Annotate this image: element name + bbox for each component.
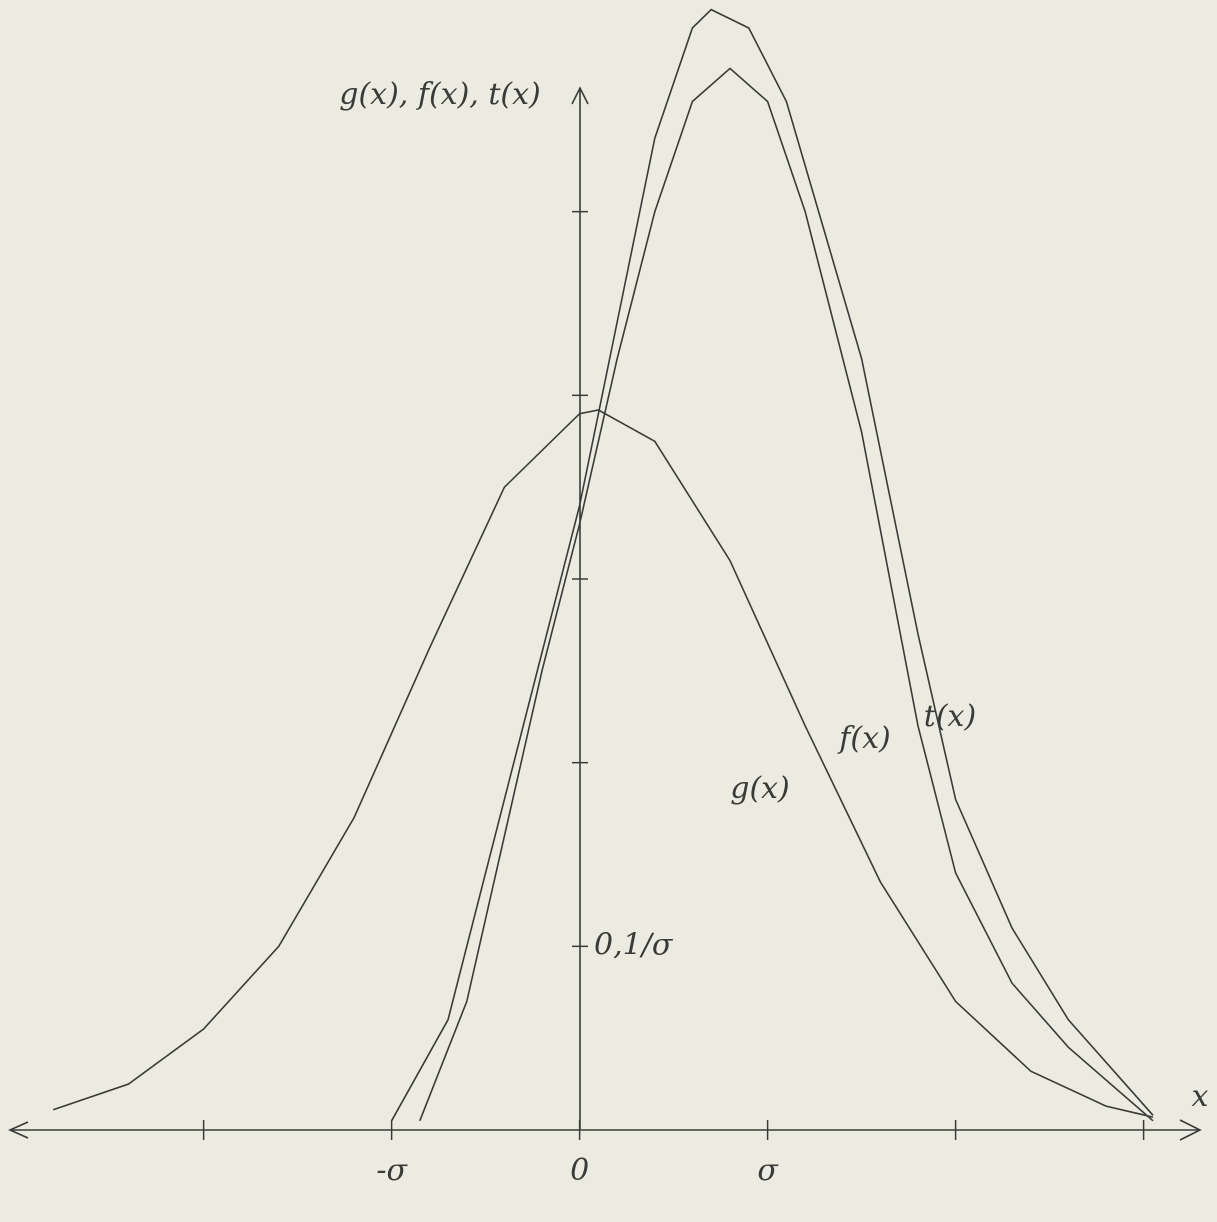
x-axis-arrows [8,1119,1202,1141]
x-axis-label: x [1192,1079,1209,1114]
y-tick-label: 0,1/σ [594,927,674,962]
x-tick-label: σ [757,1153,779,1188]
x-tick-label: 0 [570,1153,589,1188]
y-axis-arrow [571,86,589,105]
curve-label: f(x) [837,721,890,756]
curve-label: g(x) [730,771,790,806]
curve [390,8,1154,1122]
x-tick-label: -σ [376,1153,408,1188]
curve [419,67,1154,1122]
y-axis-label: g(x), f(x), t(x) [339,77,541,112]
curve-label: t(x) [924,699,976,734]
